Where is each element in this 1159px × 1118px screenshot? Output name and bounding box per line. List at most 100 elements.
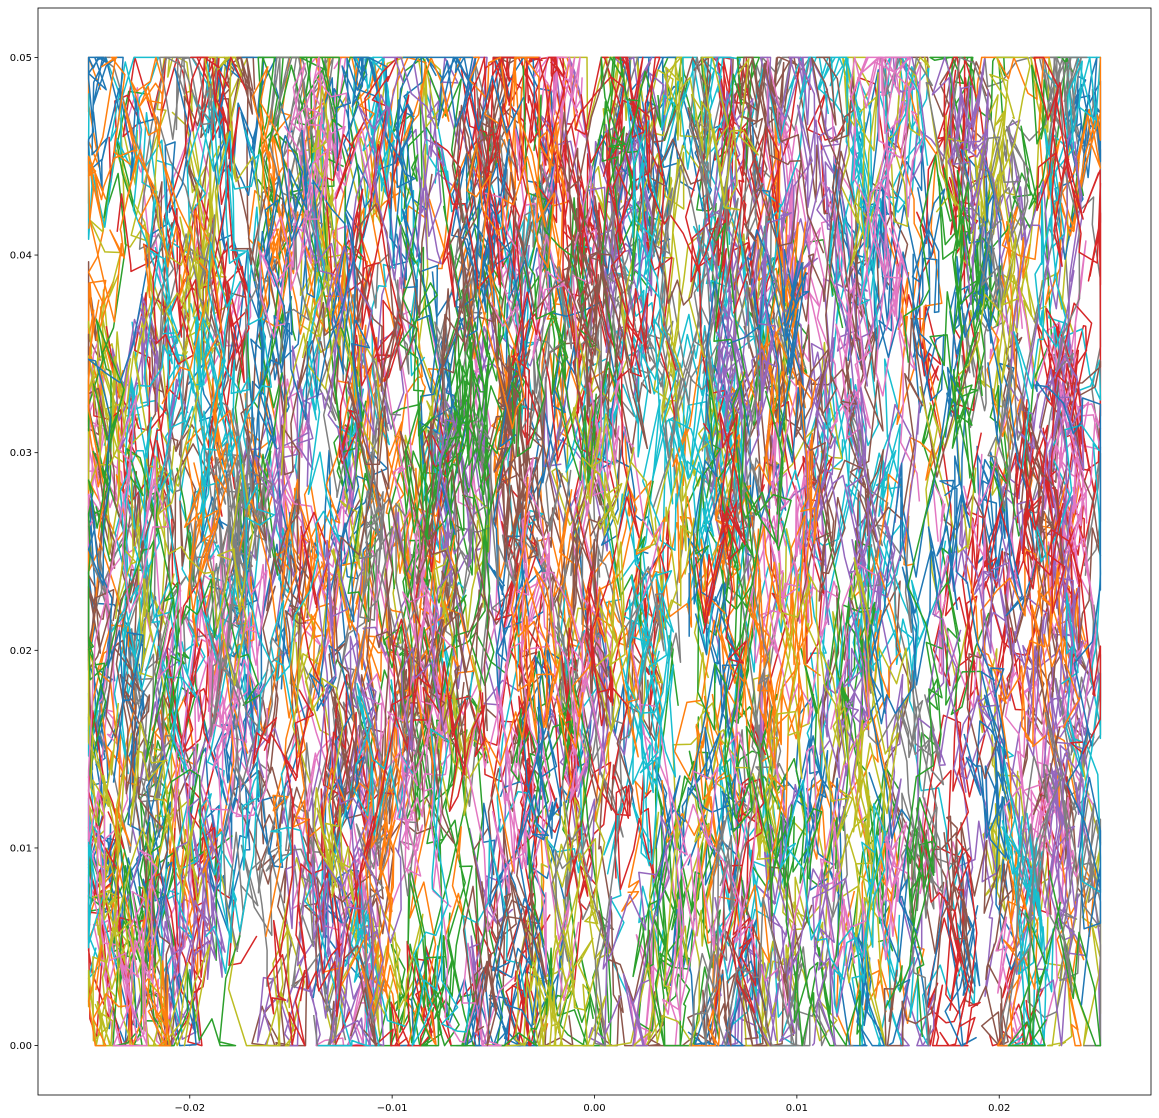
trajectory-line — [105, 577, 171, 1017]
x-tick-label: 0.01 — [786, 1103, 808, 1114]
trajectory-line — [194, 569, 268, 864]
trajectory-line — [700, 446, 770, 1047]
trajectory-line — [399, 417, 490, 732]
trajectory-line — [87, 299, 161, 953]
trajectory-line — [533, 56, 662, 348]
y-tick-label: 0.01 — [10, 843, 32, 854]
trajectory-line — [394, 56, 525, 289]
trajectory-line — [466, 456, 563, 933]
trajectory-line — [619, 399, 719, 626]
trajectory-line — [207, 56, 293, 252]
trajectory-line — [894, 670, 945, 1047]
trajectory-line — [334, 940, 452, 1047]
trajectory-line — [87, 702, 133, 990]
trajectory-line — [1035, 744, 1087, 1047]
y-axis: 0.00 0.01 0.02 0.03 0.04 0.05 — [10, 53, 38, 1052]
trajectory-line — [964, 561, 1039, 1047]
trajectory-line — [918, 714, 981, 1045]
trajectory-line — [87, 351, 175, 676]
trajectory-line — [943, 354, 1102, 780]
trajectory-line — [396, 97, 476, 540]
trajectory-line — [354, 292, 426, 580]
trajectory-line — [588, 815, 673, 1047]
trajectory-line — [411, 728, 526, 1047]
trajectory-line — [462, 877, 548, 1047]
trajectory-line — [355, 618, 486, 901]
trajectory-line — [906, 580, 990, 1038]
trajectory-line — [311, 419, 456, 958]
trajectory-line — [290, 56, 369, 266]
trajectory-line — [425, 56, 512, 338]
trajectory-line — [333, 380, 467, 802]
trajectory-line — [662, 766, 743, 1021]
trajectory-line — [174, 562, 252, 944]
trajectory-line — [740, 56, 825, 286]
trajectory-line — [960, 148, 1037, 617]
trajectory-line — [588, 360, 688, 856]
trajectory-line — [887, 56, 987, 266]
trajectory-line — [643, 56, 727, 306]
trajectory-line — [335, 56, 409, 267]
trajectory-line — [690, 820, 796, 1047]
trajectory-line — [995, 446, 1076, 1047]
trajectory-line — [252, 689, 315, 1047]
trajectory-line — [87, 394, 182, 1013]
trajectory-line — [87, 56, 138, 323]
trajectory-line — [496, 389, 544, 582]
x-axis: −0.02 −0.01 0.00 0.01 0.02 — [174, 1095, 1010, 1114]
trajectory-line — [778, 868, 854, 1047]
x-tick-label: −0.02 — [174, 1103, 205, 1114]
trajectory-line — [111, 293, 189, 549]
trajectory-line — [286, 56, 374, 265]
trajectory-line — [95, 56, 218, 169]
trajectory-line — [398, 282, 469, 620]
trajectory-line — [204, 249, 276, 975]
trajectory-line — [402, 56, 554, 167]
trajectory-line — [304, 679, 413, 1047]
trajectory-line — [280, 85, 382, 476]
trajectory-line — [878, 187, 946, 414]
trajectory-line — [1017, 284, 1102, 567]
trajectory-line — [392, 277, 452, 908]
trajectory-line — [544, 797, 689, 1047]
trajectory-line — [439, 104, 495, 423]
trajectory-line — [87, 872, 170, 1047]
trajectory-line — [1034, 380, 1102, 1006]
trajectory-line — [159, 797, 223, 996]
trajectory-line — [770, 336, 837, 626]
trajectory-line — [953, 459, 1065, 997]
trajectory-line — [495, 686, 580, 1002]
trajectory-line — [692, 229, 807, 656]
trajectory-line — [903, 154, 974, 435]
trajectory-line — [999, 711, 1077, 1046]
trajectory-line — [248, 179, 350, 459]
y-tick-label: 0.02 — [10, 646, 32, 657]
trajectory-line — [720, 135, 786, 601]
trajectory-line — [916, 504, 998, 822]
trajectory-line — [114, 721, 211, 1047]
trajectory-line — [153, 747, 315, 1047]
trajectory-line — [199, 101, 260, 532]
trajectory-line — [488, 65, 597, 516]
trajectory-line — [971, 119, 1026, 644]
trajectory-line — [883, 815, 974, 1047]
trajectory-line — [723, 866, 813, 1047]
trajectory-line — [308, 535, 385, 1047]
trajectory-line — [652, 56, 739, 508]
trajectory-line — [253, 339, 336, 582]
trajectory-line — [880, 56, 1030, 298]
trajectory-line — [323, 56, 404, 383]
trajectory-line — [259, 56, 333, 725]
trajectory-line — [690, 711, 746, 1047]
trajectory-line — [1007, 870, 1102, 1047]
trajectory-line — [602, 56, 678, 430]
trajectory-line — [663, 56, 759, 211]
trajectory-line — [868, 771, 981, 1047]
y-tick-label: 0.03 — [10, 448, 32, 459]
trajectory-line — [819, 596, 869, 843]
trajectory-line — [651, 291, 732, 534]
trajectory-line — [551, 558, 665, 1047]
trajectory-line — [1013, 56, 1097, 470]
trajectory-line — [387, 505, 439, 877]
